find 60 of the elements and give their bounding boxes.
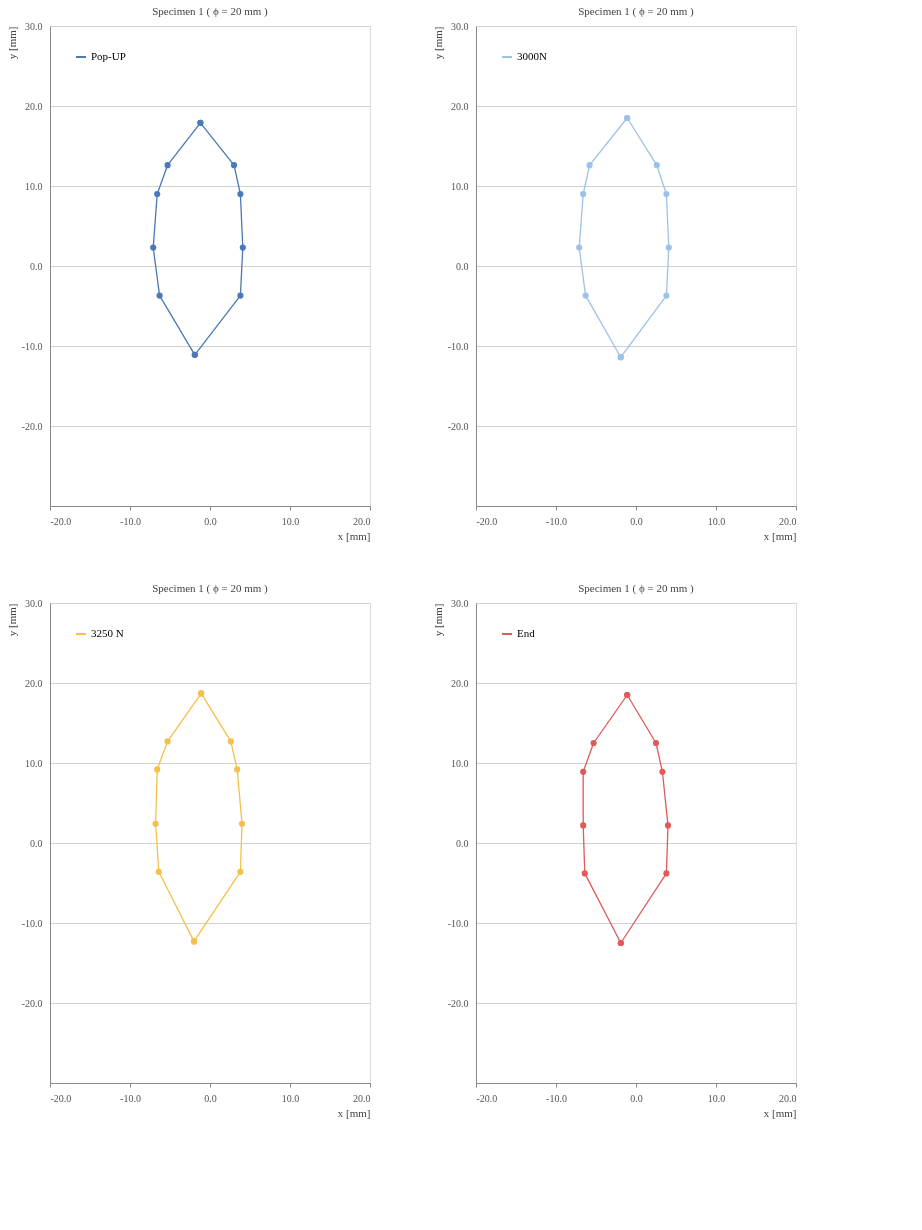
x-tick-label: -20.0 xyxy=(476,1092,498,1104)
x-tick-label: 20.0 xyxy=(353,1092,371,1104)
legend-label: Pop-UP xyxy=(91,50,126,62)
y-tick-label: 10.0 xyxy=(451,757,469,769)
y-tick-label: 30.0 xyxy=(25,20,43,32)
y-tick-label: 30.0 xyxy=(451,20,469,32)
y-axis-title: y [mm] xyxy=(431,603,444,637)
x-tick-label: 10.0 xyxy=(281,515,300,527)
x-tick-label: 20.0 xyxy=(779,1092,797,1104)
y-tick-label: 0.0 xyxy=(456,260,469,272)
y-tick-label: 30.0 xyxy=(451,597,469,609)
y-axis-title: y [mm] xyxy=(431,26,444,60)
y-tick-label: -10.0 xyxy=(447,917,469,929)
x-axis-title: x [mm] xyxy=(337,529,371,542)
x-tick-label: 20.0 xyxy=(353,515,371,527)
x-tick-label: -10.0 xyxy=(120,515,141,527)
x-axis-title: x [mm] xyxy=(763,529,797,542)
y-axis-title: y [mm] xyxy=(5,26,18,60)
x-tick-label: -20.0 xyxy=(476,515,498,527)
y-tick-label: 10.0 xyxy=(25,180,43,192)
y-tick-label: 10.0 xyxy=(451,180,469,192)
x-axis-title: x [mm] xyxy=(763,1106,797,1119)
x-tick-label: -20.0 xyxy=(50,515,72,527)
x-tick-label: 0.0 xyxy=(204,515,217,527)
chart-title: Specimen 1 ( ϕ = 20 mm ) xyxy=(578,5,695,18)
y-tick-label: -20.0 xyxy=(21,997,43,1009)
y-tick-label: 20.0 xyxy=(451,677,469,689)
y-tick-label: 20.0 xyxy=(25,677,43,689)
y-tick-label: -10.0 xyxy=(21,340,43,352)
x-tick-label: 20.0 xyxy=(779,515,797,527)
legend-label: 3250 N xyxy=(91,627,124,639)
y-tick-label: -20.0 xyxy=(447,420,469,432)
x-axis-title: x [mm] xyxy=(337,1106,371,1119)
y-tick-label: 20.0 xyxy=(451,100,469,112)
legend-label: End xyxy=(517,627,536,639)
chart-title: Specimen 1 ( ϕ = 20 mm ) xyxy=(152,5,269,18)
y-tick-label: 10.0 xyxy=(25,757,43,769)
y-tick-label: 30.0 xyxy=(25,597,43,609)
y-tick-label: -10.0 xyxy=(447,340,469,352)
x-tick-label: 10.0 xyxy=(707,515,726,527)
y-tick-label: 0.0 xyxy=(456,837,469,849)
y-tick-label: -20.0 xyxy=(447,997,469,1009)
chart-title: Specimen 1 ( ϕ = 20 mm ) xyxy=(578,582,695,595)
x-tick-label: 0.0 xyxy=(204,1092,217,1104)
x-tick-label: 10.0 xyxy=(707,1092,726,1104)
y-axis-title: y [mm] xyxy=(5,603,18,637)
x-tick-label: -10.0 xyxy=(120,1092,141,1104)
x-tick-label: 10.0 xyxy=(281,1092,300,1104)
legend-label: 3000N xyxy=(517,50,547,62)
y-tick-label: 20.0 xyxy=(25,100,43,112)
y-tick-label: -20.0 xyxy=(21,420,43,432)
x-tick-label: -10.0 xyxy=(546,515,567,527)
x-tick-label: 0.0 xyxy=(630,1092,643,1104)
x-tick-label: -10.0 xyxy=(546,1092,567,1104)
x-tick-label: 0.0 xyxy=(630,515,643,527)
y-tick-label: 0.0 xyxy=(30,260,43,272)
y-tick-label: -10.0 xyxy=(21,917,43,929)
chart-title: Specimen 1 ( ϕ = 20 mm ) xyxy=(152,582,269,595)
y-tick-label: 0.0 xyxy=(30,837,43,849)
x-tick-label: -20.0 xyxy=(50,1092,72,1104)
